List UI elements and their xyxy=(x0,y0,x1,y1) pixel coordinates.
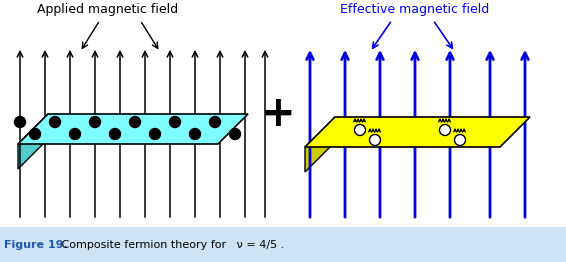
Text: Effective magnetic field: Effective magnetic field xyxy=(340,3,490,15)
Polygon shape xyxy=(305,117,335,172)
Circle shape xyxy=(15,117,25,128)
Text: Figure 19.: Figure 19. xyxy=(4,240,68,250)
Circle shape xyxy=(440,124,451,135)
Circle shape xyxy=(109,128,121,139)
Circle shape xyxy=(454,134,465,145)
Circle shape xyxy=(149,128,161,139)
Circle shape xyxy=(29,128,41,139)
Circle shape xyxy=(370,134,380,145)
Circle shape xyxy=(70,128,80,139)
FancyBboxPatch shape xyxy=(0,227,566,262)
Text: Applied magnetic field: Applied magnetic field xyxy=(37,3,178,15)
Circle shape xyxy=(354,124,366,135)
Circle shape xyxy=(190,128,200,139)
Text: +: + xyxy=(260,93,295,135)
Polygon shape xyxy=(305,117,530,147)
Circle shape xyxy=(89,117,101,128)
Text: Composite fermion theory for   ν = 4/5 .: Composite fermion theory for ν = 4/5 . xyxy=(58,240,284,250)
Circle shape xyxy=(229,128,241,139)
Polygon shape xyxy=(18,114,248,144)
Circle shape xyxy=(130,117,140,128)
Circle shape xyxy=(169,117,181,128)
Circle shape xyxy=(209,117,221,128)
Polygon shape xyxy=(18,114,48,169)
Circle shape xyxy=(49,117,61,128)
